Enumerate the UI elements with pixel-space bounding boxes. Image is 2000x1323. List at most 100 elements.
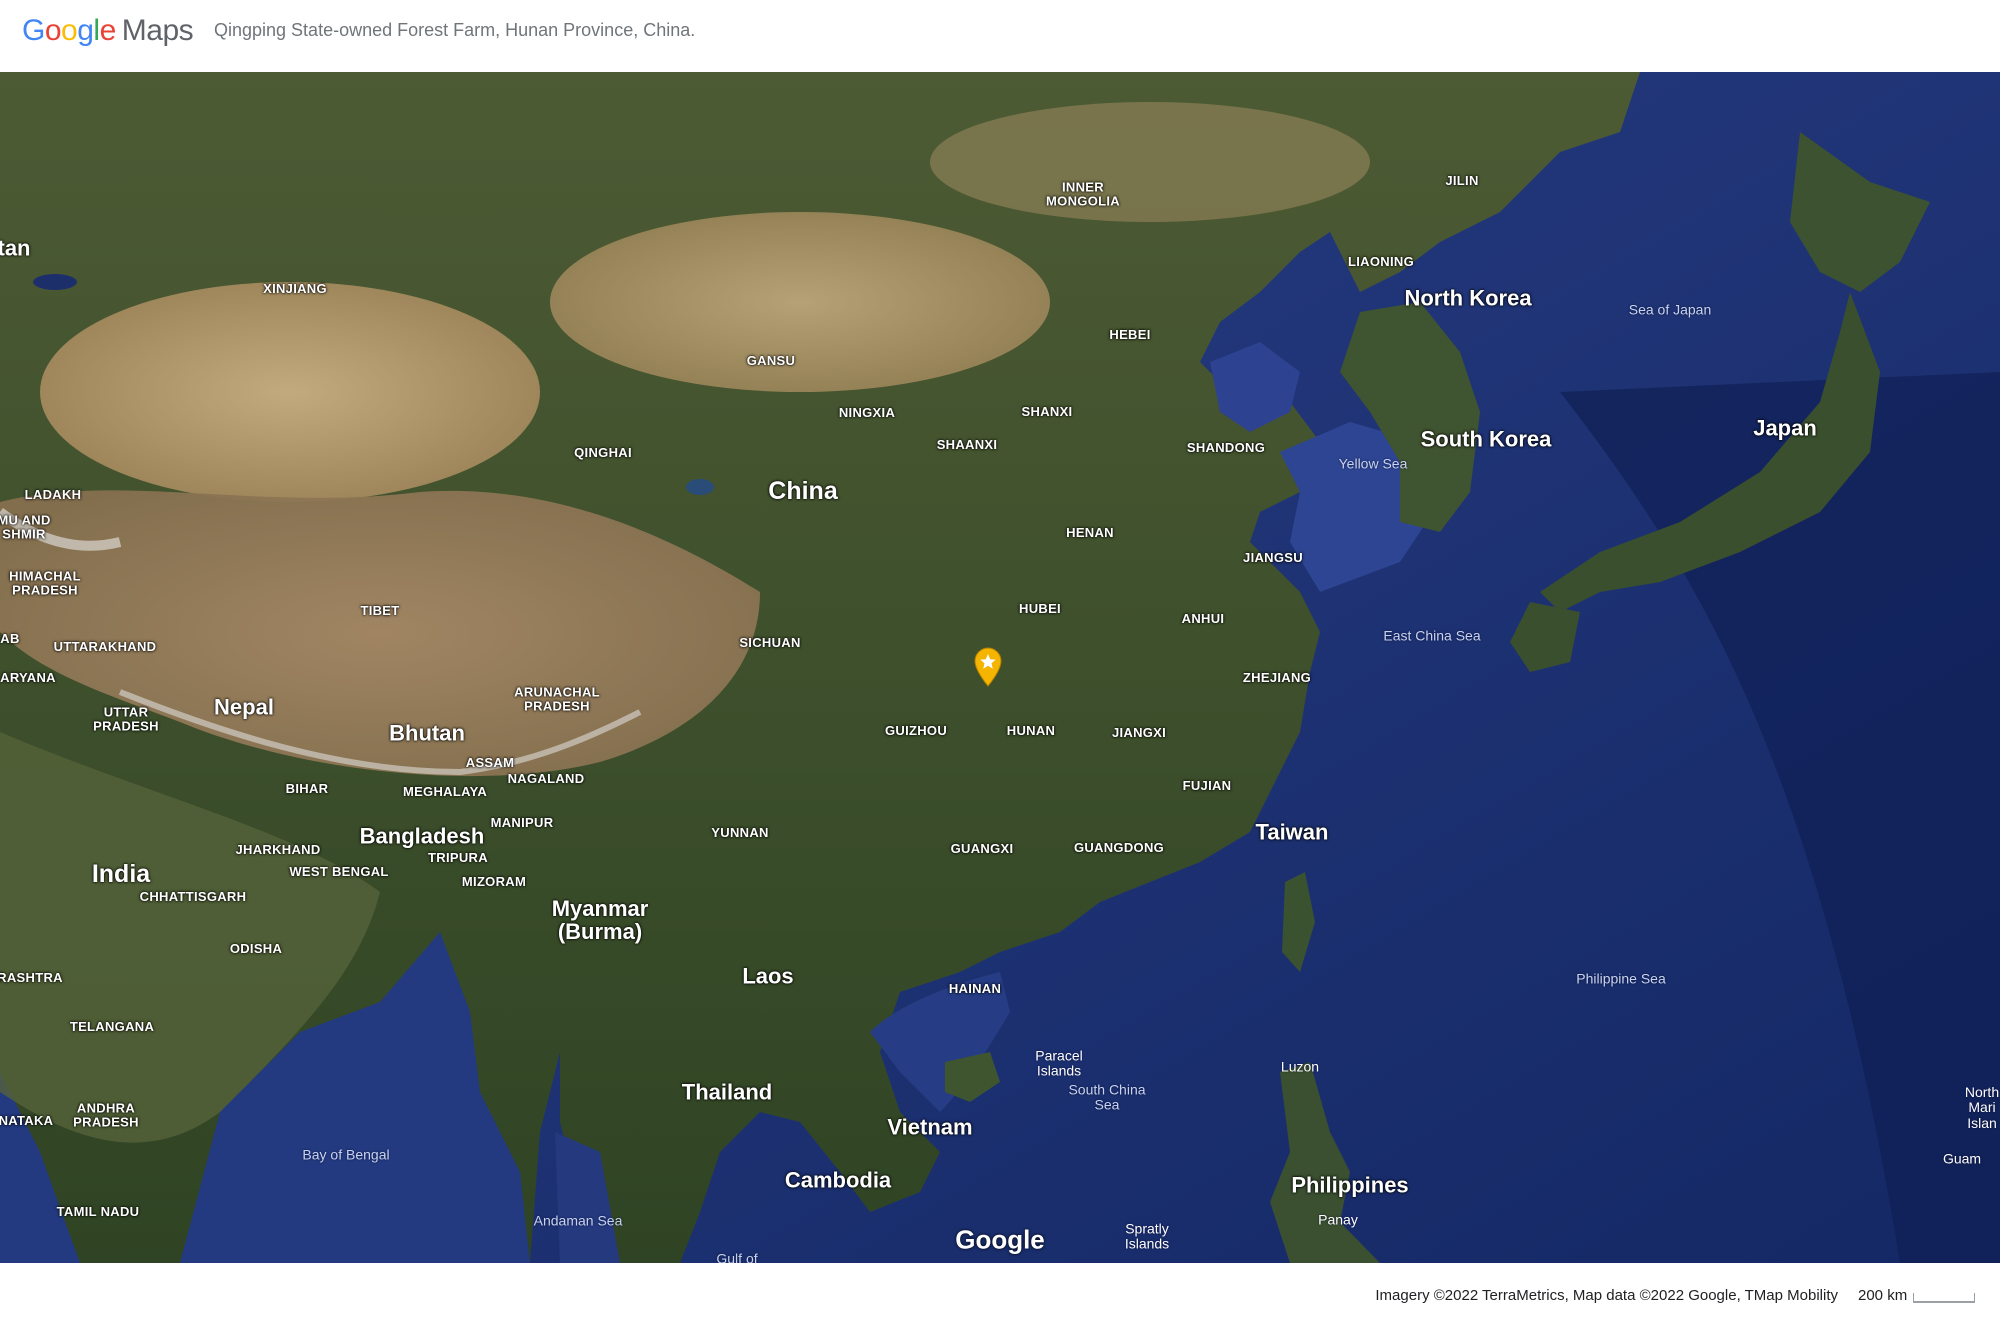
province-label: NINGXIA	[838, 405, 896, 421]
taklamakan	[40, 282, 540, 502]
province-label: LIAONING	[1348, 254, 1414, 270]
scale-label[interactable]: 200 km	[1858, 1287, 1908, 1304]
logo-letter: o	[61, 14, 78, 47]
province-label: GANSU	[746, 353, 796, 369]
bohai-sea	[1210, 342, 1300, 432]
country-label: Thailand	[681, 1079, 773, 1105]
country-label: Laos	[742, 963, 794, 989]
province-label: UTTARAKHAND	[53, 639, 157, 655]
country-label: Myanmar (Burma)	[551, 895, 649, 944]
province-label: ANHUI	[1181, 611, 1225, 627]
province-label: JIANGSU	[1243, 550, 1303, 566]
country-label: Bangladesh	[359, 823, 485, 849]
province-label: ANDHRA PRADESH	[73, 1100, 139, 1129]
province-label: LADAKH	[24, 487, 82, 503]
province-label: HUNAN	[1006, 723, 1056, 739]
province-label: BIHAR	[285, 781, 329, 797]
star-pin-icon	[974, 647, 1002, 687]
province-label: JIANGXI	[1111, 725, 1167, 741]
country-label: tan	[0, 235, 31, 261]
hainan	[945, 1052, 1000, 1102]
footer: Imagery ©2022 TerraMetrics, Map data ©20…	[0, 1263, 2000, 1323]
country-label: Philippines	[1291, 1172, 1409, 1198]
province-label: HIMACHAL PRADESH	[9, 568, 81, 597]
logo-letter: e	[99, 14, 117, 47]
taiwan	[1282, 872, 1315, 972]
satellite-map[interactable]: tan China North Korea South Korea Japan …	[0, 72, 2000, 1263]
map-imagery	[0, 72, 2000, 1263]
kyushu	[1510, 602, 1580, 672]
province-label: NAGALAND	[507, 771, 585, 787]
province-label: SHANDONG	[1186, 440, 1266, 456]
sea-label: Philippine Sea	[1576, 970, 1666, 987]
korea	[1340, 302, 1480, 532]
province-label: MEGHALAYA	[402, 784, 488, 800]
gulf-of-tonkin	[870, 972, 1010, 1112]
province-label: HENAN	[1066, 525, 1114, 541]
island-label: North Mari Islan	[1964, 1083, 2000, 1131]
province-label: QINGHAI	[574, 445, 632, 461]
province-label: ODISHA	[229, 941, 283, 957]
province-label: HUBEI	[1019, 601, 1061, 617]
place-title: Qingping State-owned Forest Farm, Hunan …	[214, 20, 696, 40]
country-label: Cambodia	[784, 1167, 892, 1193]
location-marker[interactable]	[974, 647, 1002, 687]
province-label: TAMIL NADU	[56, 1204, 140, 1220]
google-watermark: Google	[955, 1224, 1045, 1255]
province-label: GUANGDONG	[1073, 840, 1165, 856]
province-label: MIZORAM	[461, 874, 527, 890]
logo-letter: l	[93, 14, 100, 47]
country-label: Japan	[1753, 415, 1817, 441]
region-label: NATAKA	[0, 1113, 54, 1129]
country-label: China	[768, 476, 838, 505]
province-label: JILIN	[1445, 173, 1479, 189]
logo-letter: o	[44, 14, 62, 47]
country-label: North Korea	[1404, 285, 1532, 311]
province-label: XINJIANG	[263, 281, 327, 297]
sea-label: Gulf of	[716, 1250, 758, 1263]
country-label: Taiwan	[1255, 819, 1329, 845]
region-label: RASHTRA	[0, 970, 63, 986]
philippines	[1270, 1062, 1380, 1263]
province-label: TIBET	[360, 603, 400, 619]
province-label: TRIPURA	[428, 850, 488, 866]
sea-label: Andaman Sea	[533, 1212, 623, 1229]
country-label: South Korea	[1420, 426, 1552, 452]
island-label: Spratly Islands	[1124, 1220, 1170, 1252]
province-label: FUJIAN	[1182, 778, 1232, 794]
province-label: GUANGXI	[950, 841, 1014, 857]
region-label: ARYANA	[0, 670, 56, 686]
province-label: TELANGANA	[69, 1019, 155, 1035]
island-label: Panay	[1318, 1211, 1358, 1228]
map-attribution[interactable]: Imagery ©2022 TerraMetrics, Map data ©20…	[1375, 1287, 1838, 1304]
bay-of-bengal	[180, 932, 530, 1263]
island-label: Paracel Islands	[1035, 1047, 1083, 1079]
logo-letter: G	[22, 14, 45, 47]
scale-bar[interactable]	[1913, 1293, 1975, 1303]
country-label: India	[91, 859, 151, 888]
sea-label: Sea of Japan	[1628, 301, 1712, 318]
province-label: SHANXI	[1021, 404, 1073, 420]
province-label: ASSAM	[465, 755, 515, 771]
island-label: Luzon	[1280, 1058, 1320, 1075]
gobi	[550, 212, 1050, 392]
island-label: Guam	[1942, 1150, 1982, 1167]
province-label: CHHATTISGARH	[139, 889, 247, 905]
region-label: MU AND SHMIR	[0, 512, 51, 541]
sea-label: South China Sea	[1068, 1081, 1146, 1113]
province-label: WEST BENGAL	[289, 864, 389, 880]
region-label: AB	[0, 631, 20, 647]
tibetan-plateau	[0, 490, 760, 777]
sea-label: Bay of Bengal	[302, 1146, 390, 1163]
province-label: HEBEI	[1109, 327, 1151, 343]
logo-maps-word: Maps	[121, 14, 194, 47]
province-label: GUIZHOU	[884, 723, 948, 739]
province-label: ARUNACHAL PRADESH	[514, 684, 600, 713]
province-label: SICHUAN	[739, 635, 801, 651]
hokkaido	[1790, 132, 1930, 292]
honshu	[1540, 292, 1880, 612]
province-label: MANIPUR	[490, 815, 554, 831]
sea-label: East China Sea	[1383, 627, 1481, 644]
